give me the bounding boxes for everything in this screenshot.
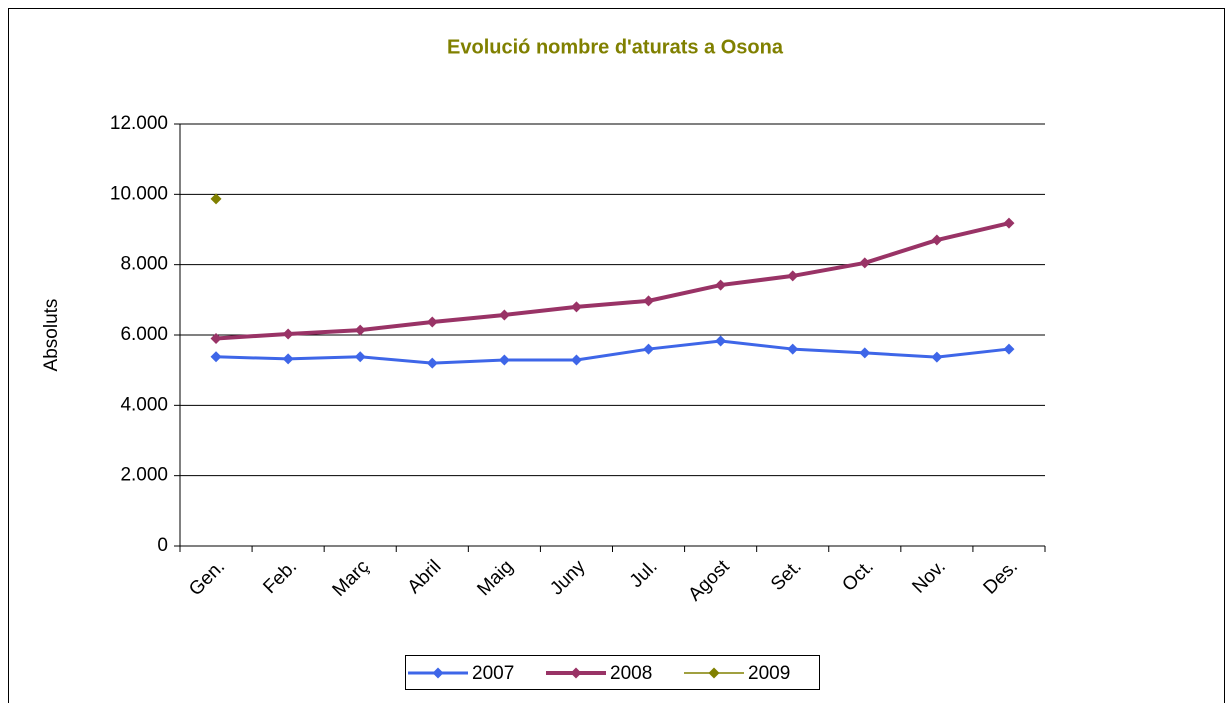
legend-label: 2008 <box>610 663 652 684</box>
point-marker <box>787 343 799 355</box>
legend-label: 2007 <box>472 663 514 684</box>
legend-label: 2009 <box>748 663 790 684</box>
legend-marker <box>432 667 444 679</box>
legend-marker <box>708 667 720 679</box>
y-tick-label: 2.000 <box>120 465 168 486</box>
point-marker <box>354 351 366 363</box>
point-marker <box>715 279 727 291</box>
y-tick-label: 8.000 <box>120 254 168 275</box>
point-marker <box>1003 343 1015 355</box>
point-marker <box>282 353 294 365</box>
point-marker <box>498 309 510 321</box>
y-tick-label: 10.000 <box>110 183 168 204</box>
series-line <box>215 221 1010 341</box>
point-marker <box>859 257 871 269</box>
point-marker <box>426 316 438 328</box>
y-tick-label: 6.000 <box>120 324 168 345</box>
point-marker <box>426 357 438 369</box>
point-marker <box>210 351 222 363</box>
legend-box <box>405 655 820 690</box>
series-line <box>215 339 1010 365</box>
point-marker <box>570 301 582 313</box>
point-marker <box>859 347 871 359</box>
point-marker <box>210 333 222 345</box>
point-marker <box>282 328 294 340</box>
y-axis-label: Absoluts <box>41 299 62 372</box>
chart-title: Evolució nombre d'aturats a Osona <box>447 36 784 58</box>
point-marker <box>643 295 655 307</box>
point-marker <box>498 354 510 366</box>
point-marker <box>931 234 943 246</box>
legend: 2007 2008 2009 <box>405 655 820 690</box>
chart-border <box>8 8 1225 708</box>
point-marker <box>931 351 943 363</box>
point-marker <box>787 270 799 282</box>
point-marker <box>643 343 655 355</box>
legend-marker <box>570 667 582 679</box>
point-marker <box>715 335 727 347</box>
point-marker <box>1003 217 1015 229</box>
y-tick-label: 12.000 <box>110 113 168 134</box>
point-marker <box>210 193 222 205</box>
y-tick-label: 4.000 <box>120 394 168 415</box>
y-tick-label: 0 <box>157 535 168 556</box>
point-marker <box>570 354 582 366</box>
point-marker <box>354 324 366 336</box>
